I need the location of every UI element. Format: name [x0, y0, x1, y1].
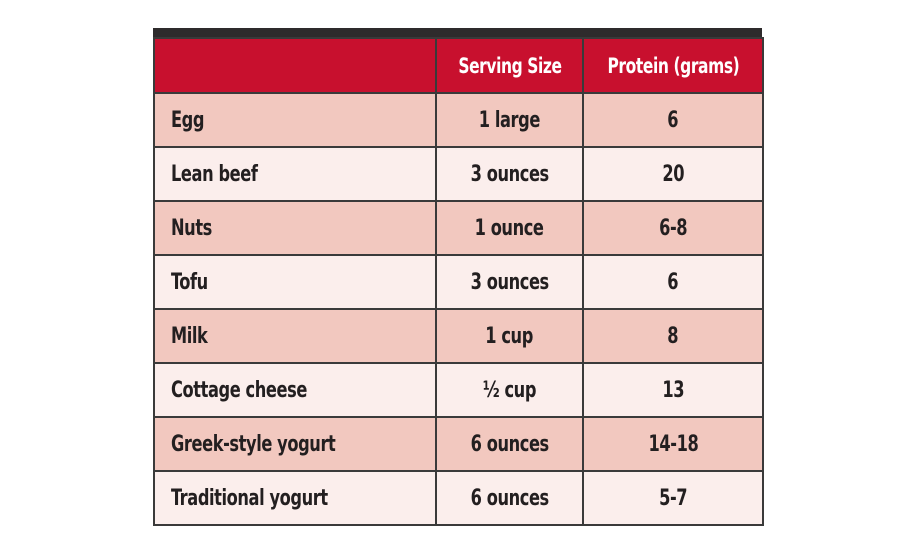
protein-table: Serving Size Protein (grams) Egg 1 large…: [153, 28, 764, 526]
table-row: Greek-style yogurt 6 ounces 14-18: [153, 416, 764, 472]
header-food: [153, 37, 437, 94]
serving-cell: 6 ounces: [435, 470, 584, 526]
serving-cell: 6 ounces: [435, 416, 584, 472]
food-cell: Traditional yogurt: [153, 470, 437, 526]
protein-cell: 6: [582, 92, 764, 148]
serving-cell: ½ cup: [435, 362, 584, 418]
serving-cell: 3 ounces: [435, 254, 584, 310]
protein-cell: 5-7: [582, 470, 764, 526]
food-cell: Milk: [153, 308, 437, 364]
table-row: Traditional yogurt 6 ounces 5-7: [153, 470, 764, 526]
table-header-row: Serving Size Protein (grams): [153, 37, 764, 94]
serving-cell: 3 ounces: [435, 146, 584, 202]
header-serving-size: Serving Size: [435, 37, 584, 94]
table-row: Nuts 1 ounce 6-8: [153, 200, 764, 256]
protein-cell: 8: [582, 308, 764, 364]
protein-cell: 13: [582, 362, 764, 418]
food-cell: Nuts: [153, 200, 437, 256]
protein-table-grid: Serving Size Protein (grams) Egg 1 large…: [153, 37, 764, 526]
protein-cell: 6: [582, 254, 764, 310]
protein-cell: 14-18: [582, 416, 764, 472]
serving-cell: 1 ounce: [435, 200, 584, 256]
protein-cell: 6-8: [582, 200, 764, 256]
food-cell: Lean beef: [153, 146, 437, 202]
table-row: Lean beef 3 ounces 20: [153, 146, 764, 202]
food-cell: Cottage cheese: [153, 362, 437, 418]
table-row: Tofu 3 ounces 6: [153, 254, 764, 310]
food-cell: Tofu: [153, 254, 437, 310]
table-row: Egg 1 large 6: [153, 92, 764, 148]
protein-cell: 20: [582, 146, 764, 202]
table-row: Cottage cheese ½ cup 13: [153, 362, 764, 418]
food-cell: Egg: [153, 92, 437, 148]
table-row: Milk 1 cup 8: [153, 308, 764, 364]
food-cell: Greek-style yogurt: [153, 416, 437, 472]
header-protein: Protein (grams): [582, 37, 764, 94]
serving-cell: 1 large: [435, 92, 584, 148]
serving-cell: 1 cup: [435, 308, 584, 364]
